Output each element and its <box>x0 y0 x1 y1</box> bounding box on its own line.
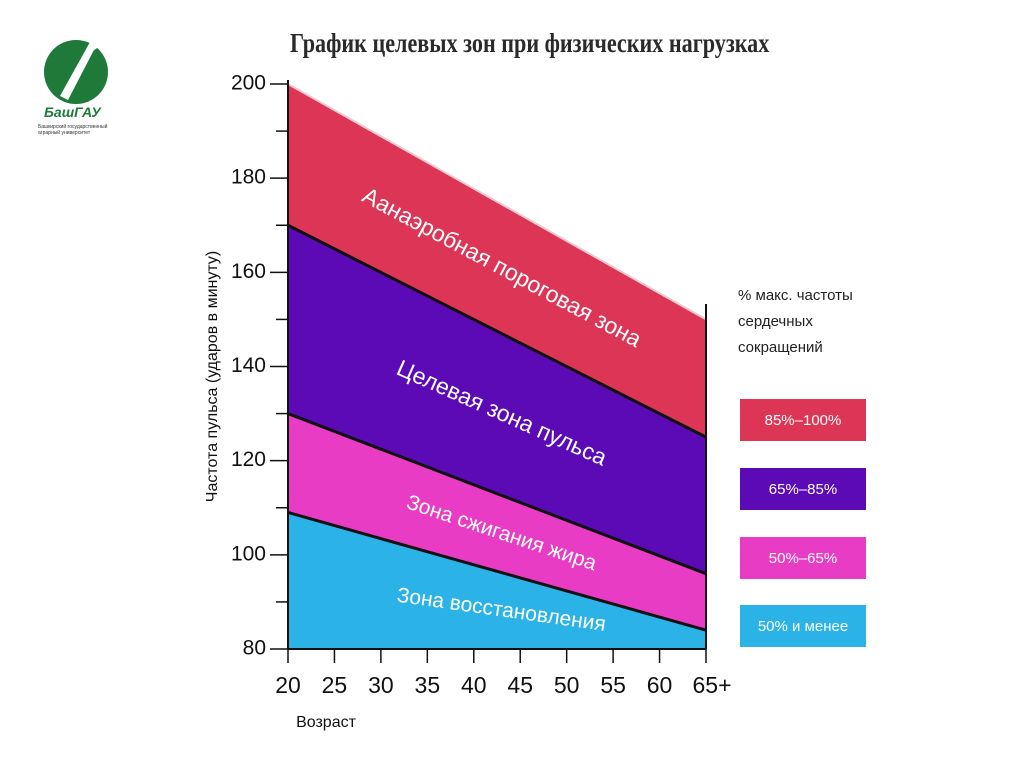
legend-item-label: 85%–100% <box>764 411 842 429</box>
y-tick-label: 120 <box>231 448 266 471</box>
zone-boundary-0 <box>287 511 707 632</box>
boundaries-layer <box>287 83 707 632</box>
y-tick-label: 100 <box>231 542 266 565</box>
university-logo <box>44 34 108 104</box>
axes-layer: 80 100 120 140 160 180 200 20 25 30 35 40 45 50 55 60 65… <box>204 72 732 731</box>
legend-item: 50%–65% <box>740 537 866 579</box>
x-tick-label: 45 <box>507 672 533 698</box>
legend-title: % макс. частоты сердечных сокращений <box>738 287 853 356</box>
x-tick-label: 35 <box>415 672 441 698</box>
y-tick-label: 80 <box>243 637 266 660</box>
x-tick-label: 60 <box>647 672 673 698</box>
legend-item-label: 50%–65% <box>768 549 838 567</box>
x-tick-label: 40 <box>461 672 487 698</box>
zone-area-3 <box>288 84 706 438</box>
zone-area-2 <box>288 225 706 574</box>
y-tick-label: 140 <box>231 354 266 377</box>
x-axis-label: Возраст <box>296 714 357 731</box>
x-tick-label: 55 <box>600 672 626 698</box>
zone-boundary-3 <box>287 83 707 321</box>
chart-title: График целевых зон при физических нагруз… <box>290 28 770 58</box>
zone-boundary-2 <box>287 223 707 439</box>
legend-item-label: 65%–85% <box>768 480 838 498</box>
zone-area-1 <box>288 413 706 631</box>
y-axis-label: Частота пульса (ударов в минуту) <box>204 251 221 502</box>
zone-area-0 <box>288 512 706 649</box>
logo-name: БашГАУ <box>44 104 101 120</box>
legend-item: 85%–100% <box>740 399 866 441</box>
y-tick-label: 180 <box>231 166 266 189</box>
x-tick-label: 30 <box>368 672 394 698</box>
logo-subtitle: Башкирский государственный аграрный унив… <box>38 124 108 136</box>
legend-item: 50% и менее <box>740 605 866 647</box>
legend-item: 65%–85% <box>740 468 866 510</box>
x-tick-label: 65+ <box>692 672 731 698</box>
logo-leaf-icon <box>88 34 105 54</box>
x-tick-label: 20 <box>275 672 301 698</box>
y-tick-label: 160 <box>231 260 266 283</box>
x-tick-label: 50 <box>554 672 580 698</box>
legend-item-label: 50% и менее <box>757 617 849 635</box>
zone-boundary-1 <box>287 412 707 576</box>
logo-wheat-icon <box>60 42 96 100</box>
x-tick-label: 25 <box>322 672 348 698</box>
zones-layer <box>288 84 706 649</box>
y-tick-label: 200 <box>231 72 266 95</box>
